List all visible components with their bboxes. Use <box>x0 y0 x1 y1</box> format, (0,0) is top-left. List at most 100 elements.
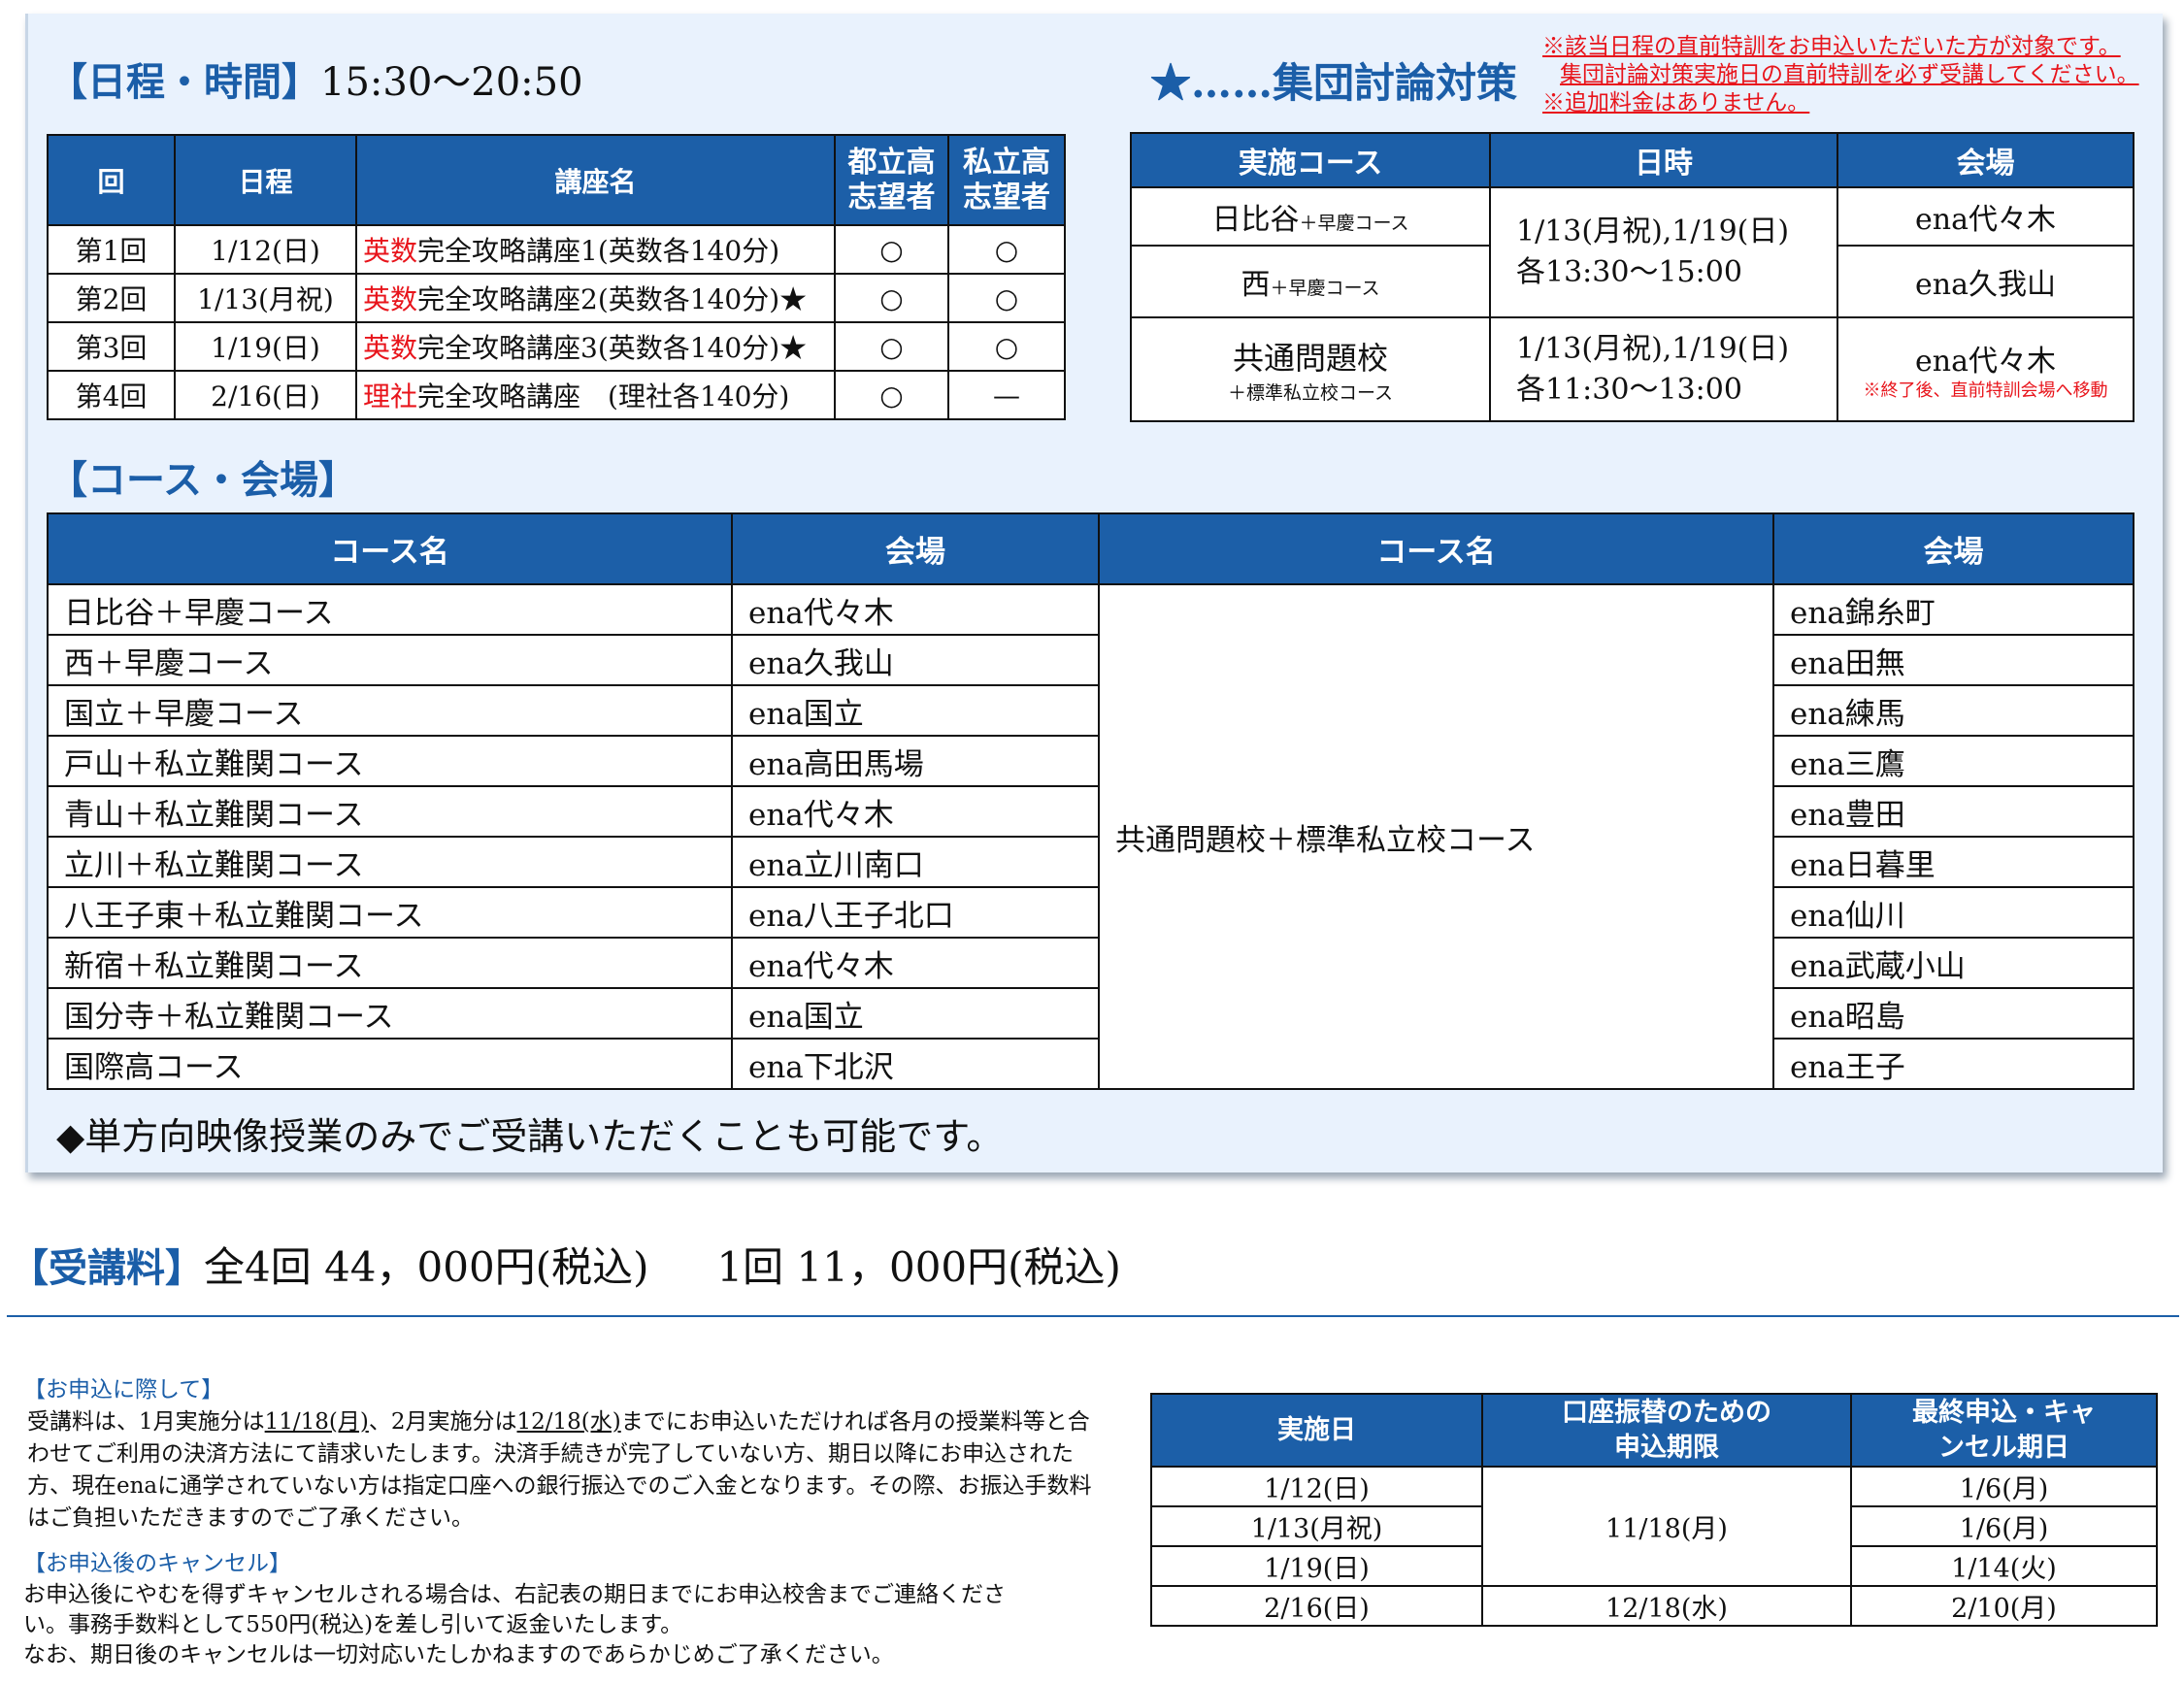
venue-cell: ena代々木 ※終了後、直前特訓会場へ移動 <box>1837 316 2134 422</box>
cancel-heading: 【お申込後のキャンセル】 <box>23 1551 291 1576</box>
course-name-cell: 新宿＋私立難関コース <box>47 937 733 989</box>
venue-cell: ena代々木 <box>1837 186 2134 247</box>
venue-cell: ena代々木 <box>731 785 1100 838</box>
venue-cell: ena錦糸町 <box>1772 583 2134 636</box>
discussion-table: 実施コース 日時 会場 日比谷＋早慶コース 1/13(月祝),1/19(日) 各13:… <box>1130 132 2134 422</box>
toritsu-cell: ○ <box>834 370 949 420</box>
datetime-cell: 1/13(月祝),1/19(日) 各11:30〜13:00 <box>1489 316 1838 422</box>
cancel-text-2: なお、期日後のキャンセルは一切対応いたしかねますのであらかじめご了承ください。 <box>23 1642 894 1667</box>
datetime-cell: 1/13(月祝),1/19(日) 各13:30〜15:00 <box>1489 186 1838 318</box>
discussion-heading: ★……集団討論対策 <box>1150 59 1518 107</box>
schedule-time: 15:30〜20:50 <box>320 60 583 105</box>
header-transfer: 口座振替のための申込期限 <box>1481 1393 1852 1468</box>
final-cell: 1/6(月) <box>1850 1505 2158 1547</box>
header-date: 日程 <box>174 134 357 226</box>
venue-cell: ena三鷹 <box>1772 735 2134 787</box>
venue-cell: ena下北沢 <box>731 1038 1100 1090</box>
course-cell: 共通問題校 ＋標準私立校コース <box>1130 316 1491 422</box>
cancel-text: お申込後にやむを得ずキャンセルされる場合は、右記表の期日までにお申込校舎までご連… <box>23 1582 1006 1637</box>
note-line: ※追加料金はありません。 <box>1542 90 1810 116</box>
header-course-name: コース名 <box>1098 512 1774 585</box>
venue-cell: ena練馬 <box>1772 684 2134 737</box>
date-cell: 1/19(日) <box>174 321 357 372</box>
venue-cell: ena久我山 <box>731 634 1100 686</box>
venue-cell: ena豊田 <box>1772 785 2134 838</box>
header-course: 実施コース <box>1130 132 1491 188</box>
venue-cell: ena国立 <box>731 987 1100 1040</box>
divider <box>7 1315 2179 1317</box>
course-cell: 理社完全攻略講座 (理社各140分) <box>355 370 836 420</box>
course-name-cell: 国立＋早慶コース <box>47 684 733 737</box>
shiritsu-cell: ○ <box>947 273 1066 323</box>
apply-text: 受講料は、1月実施分は11/18(月)、2月実施分は12/18(水)までにお申込… <box>27 1409 1092 1531</box>
date-cell: 1/19(日) <box>1150 1545 1483 1587</box>
no-cell: 第4回 <box>47 370 176 420</box>
venue-cell: ena立川南口 <box>731 836 1100 888</box>
shiritsu-cell: — <box>947 370 1066 420</box>
course-name-cell: 共通問題校＋標準私立校コース <box>1098 583 1774 1090</box>
course-cell: 英数完全攻略講座1(英数各140分) <box>355 224 836 275</box>
discussion-notes: ※該当日程の直前特訓をお申込いただいた方が対象です。 集団討論対策実施日の直前特… <box>1542 33 2139 117</box>
course-name-cell: 日比谷＋早慶コース <box>47 583 733 636</box>
date-cell: 1/12(日) <box>174 224 357 275</box>
venue-cell: ena武蔵小山 <box>1772 937 2134 989</box>
course-cell: 西＋早慶コース <box>1130 245 1491 318</box>
header-final: 最終申込・キャンセル期日 <box>1850 1393 2158 1468</box>
shiritsu-cell: ○ <box>947 224 1066 275</box>
courses-heading: 【コース・会場】 <box>49 457 357 503</box>
date-cell: 2/16(日) <box>174 370 357 420</box>
note-line: 集団討論対策実施日の直前特訓を必ず受講してください。 <box>1560 62 2139 87</box>
date-cell: 1/13(月祝) <box>174 273 357 323</box>
course-row: 日比谷＋早慶コース ena代々木 共通問題校＋標準私立校コース ena錦糸町 <box>47 583 2134 1090</box>
course-row: 立川＋私立難関コース ena立川南口 ena日暮里 <box>47 836 2134 888</box>
note-line: ※該当日程の直前特訓をお申込いただいた方が対象です。 <box>1542 34 2121 59</box>
header-venue: 会場 <box>1837 132 2134 188</box>
fee-heading: 【受講料】 <box>10 1245 204 1291</box>
fee-all: 全4回 44，000円(税込) <box>204 1243 649 1291</box>
venue-cell: ena高田馬場 <box>731 735 1100 787</box>
course-row: 国分寺＋私立難関コース ena国立 ena昭島 <box>47 987 2134 1040</box>
header-course-name: コース名 <box>47 512 733 585</box>
apply-section: 【お申込に際して】 受講料は、1月実施分は11/18(月)、2月実施分は12/1… <box>23 1374 1110 1670</box>
venue-cell: ena国立 <box>731 684 1100 737</box>
venue-cell: ena王子 <box>1772 1038 2134 1090</box>
venue-cell: ena代々木 <box>731 583 1100 636</box>
toritsu-cell: ○ <box>834 273 949 323</box>
date-cell: 1/13(月祝) <box>1150 1505 1483 1547</box>
course-row: 青山＋私立難関コース ena代々木 ena豊田 <box>47 785 2134 838</box>
venue-cell: ena八王子北口 <box>731 886 1100 939</box>
schedule-row: 第2回 1/13(月祝) 英数完全攻略講座2(英数各140分)★ ○ ○ <box>47 273 1066 323</box>
venue-cell: ena代々木 <box>731 937 1100 989</box>
course-name-cell: 立川＋私立難関コース <box>47 836 733 888</box>
course-name-cell: 青山＋私立難関コース <box>47 785 733 838</box>
course-row: 新宿＋私立難関コース ena代々木 ena武蔵小山 <box>47 937 2134 989</box>
deadline-table: 実施日 口座振替のための申込期限 最終申込・キャンセル期日 1/12(日) 11/18… <box>1150 1393 2158 1627</box>
venue-cell: ena田無 <box>1772 634 2134 686</box>
date-cell: 1/12(日) <box>1150 1466 1483 1507</box>
course-name-cell: 西＋早慶コース <box>47 634 733 686</box>
course-name-cell: 国際高コース <box>47 1038 733 1090</box>
apply-heading: 【お申込に際して】 <box>23 1377 224 1403</box>
no-cell: 第1回 <box>47 224 176 275</box>
venue-cell: ena仙川 <box>1772 886 2134 939</box>
final-cell: 1/14(火) <box>1850 1545 2158 1587</box>
no-cell: 第3回 <box>47 321 176 372</box>
header-venue: 会場 <box>731 512 1100 585</box>
course-name-cell: 戸山＋私立難関コース <box>47 735 733 787</box>
transfer-cell: 11/18(月) <box>1481 1466 1852 1587</box>
header-date: 実施日 <box>1150 1393 1483 1468</box>
course-cell: 英数完全攻略講座3(英数各140分)★ <box>355 321 836 372</box>
header-shiritsu: 私立高志望者 <box>947 134 1066 226</box>
venue-cell: ena昭島 <box>1772 987 2134 1040</box>
venue-cell: ena日暮里 <box>1772 836 2134 888</box>
toritsu-cell: ○ <box>834 321 949 372</box>
header-toritsu: 都立高志望者 <box>834 134 949 226</box>
course-row: 国際高コース ena下北沢 ena王子 <box>47 1038 2134 1090</box>
shiritsu-cell: ○ <box>947 321 1066 372</box>
course-name-cell: 八王子東＋私立難関コース <box>47 886 733 939</box>
course-name-cell: 国分寺＋私立難関コース <box>47 987 733 1040</box>
courses-table: コース名 会場 コース名 会場 日比谷＋早慶コース ena代々木 共通問題校＋標準私立校コ… <box>47 512 2134 1090</box>
venue-cell: ena久我山 <box>1837 245 2134 318</box>
no-cell: 第2回 <box>47 273 176 323</box>
final-cell: 1/6(月) <box>1850 1466 2158 1507</box>
